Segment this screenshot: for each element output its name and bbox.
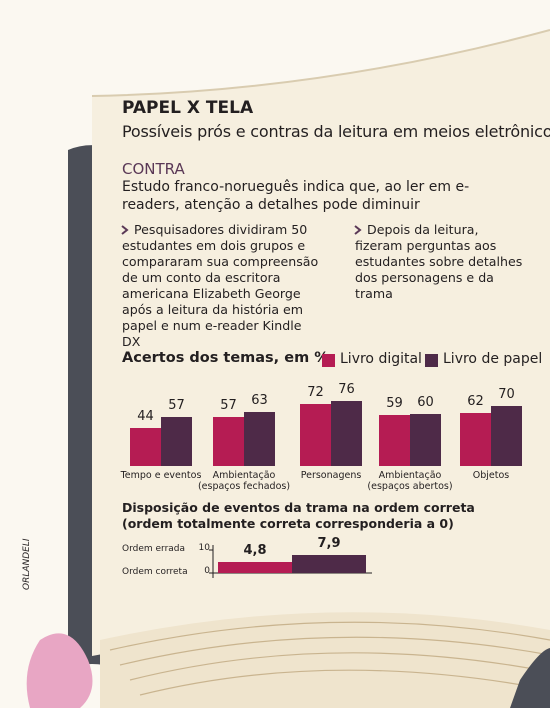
title: PAPEL X TELA xyxy=(122,98,254,118)
value-label: 72 xyxy=(307,385,324,401)
value-label: 59 xyxy=(386,396,403,412)
bar xyxy=(379,415,410,466)
chart-title: Disposição de eventos da trama na ordem … xyxy=(122,500,475,531)
value-label: 60 xyxy=(417,395,434,411)
value-label: 4,8 xyxy=(243,542,267,558)
value-label: 57 xyxy=(168,397,185,413)
value-label: 70 xyxy=(498,386,515,402)
x-tick-label: Ambientação (espaços abertos) xyxy=(367,470,453,492)
legend-swatch xyxy=(322,354,335,367)
bar xyxy=(218,561,292,573)
bullet: Pesquisadores dividiram 50 estudantes em… xyxy=(121,222,322,350)
value-label: 76 xyxy=(338,381,355,397)
x-tick-label: Tempo e eventos xyxy=(120,470,202,481)
subtitle: Possíveis prós e contras da leitura em m… xyxy=(122,122,550,141)
y-tick-caption: Ordem errada xyxy=(122,544,186,554)
legend-label: Livro de papel xyxy=(443,351,543,367)
value-label: 44 xyxy=(137,409,154,425)
bar xyxy=(460,412,491,466)
section-label: CONTRA xyxy=(122,160,185,178)
bar xyxy=(331,400,362,466)
bar xyxy=(491,405,522,466)
bullet: Depois da leitura, fizeram perguntas aos… xyxy=(354,222,525,302)
bar xyxy=(410,414,441,466)
bar xyxy=(244,411,275,466)
intro-text: Estudo franco-norueguês indica que, ao l… xyxy=(122,179,470,213)
bar xyxy=(300,404,331,466)
bar xyxy=(161,416,192,466)
chart-title: Acertos dos temas, em % xyxy=(122,350,329,366)
x-tick-label: Ambientação (espaços fechados) xyxy=(197,470,291,492)
y-tick-label: 0 xyxy=(204,566,210,576)
legend-label: Livro digital xyxy=(340,351,422,367)
bar xyxy=(213,416,244,466)
bullet-text: Depois da leitura, fizeram perguntas aos… xyxy=(355,222,523,301)
y-tick-caption: Ordem correta xyxy=(122,567,188,577)
value-label: 63 xyxy=(251,392,268,408)
value-label: 57 xyxy=(220,397,237,413)
bullet-chevron xyxy=(121,225,129,235)
bar xyxy=(292,554,366,573)
bullet-chevron xyxy=(354,225,362,235)
value-label: 7,9 xyxy=(317,535,341,551)
value-label: 62 xyxy=(467,393,484,409)
bullet-text: Pesquisadores dividiram 50 estudantes em… xyxy=(122,222,319,349)
x-tick-label: Objetos xyxy=(472,470,510,481)
bar xyxy=(130,428,161,466)
legend-swatch xyxy=(425,354,438,367)
x-tick-label: Personagens xyxy=(300,470,362,481)
y-tick-label: 10 xyxy=(198,543,210,553)
